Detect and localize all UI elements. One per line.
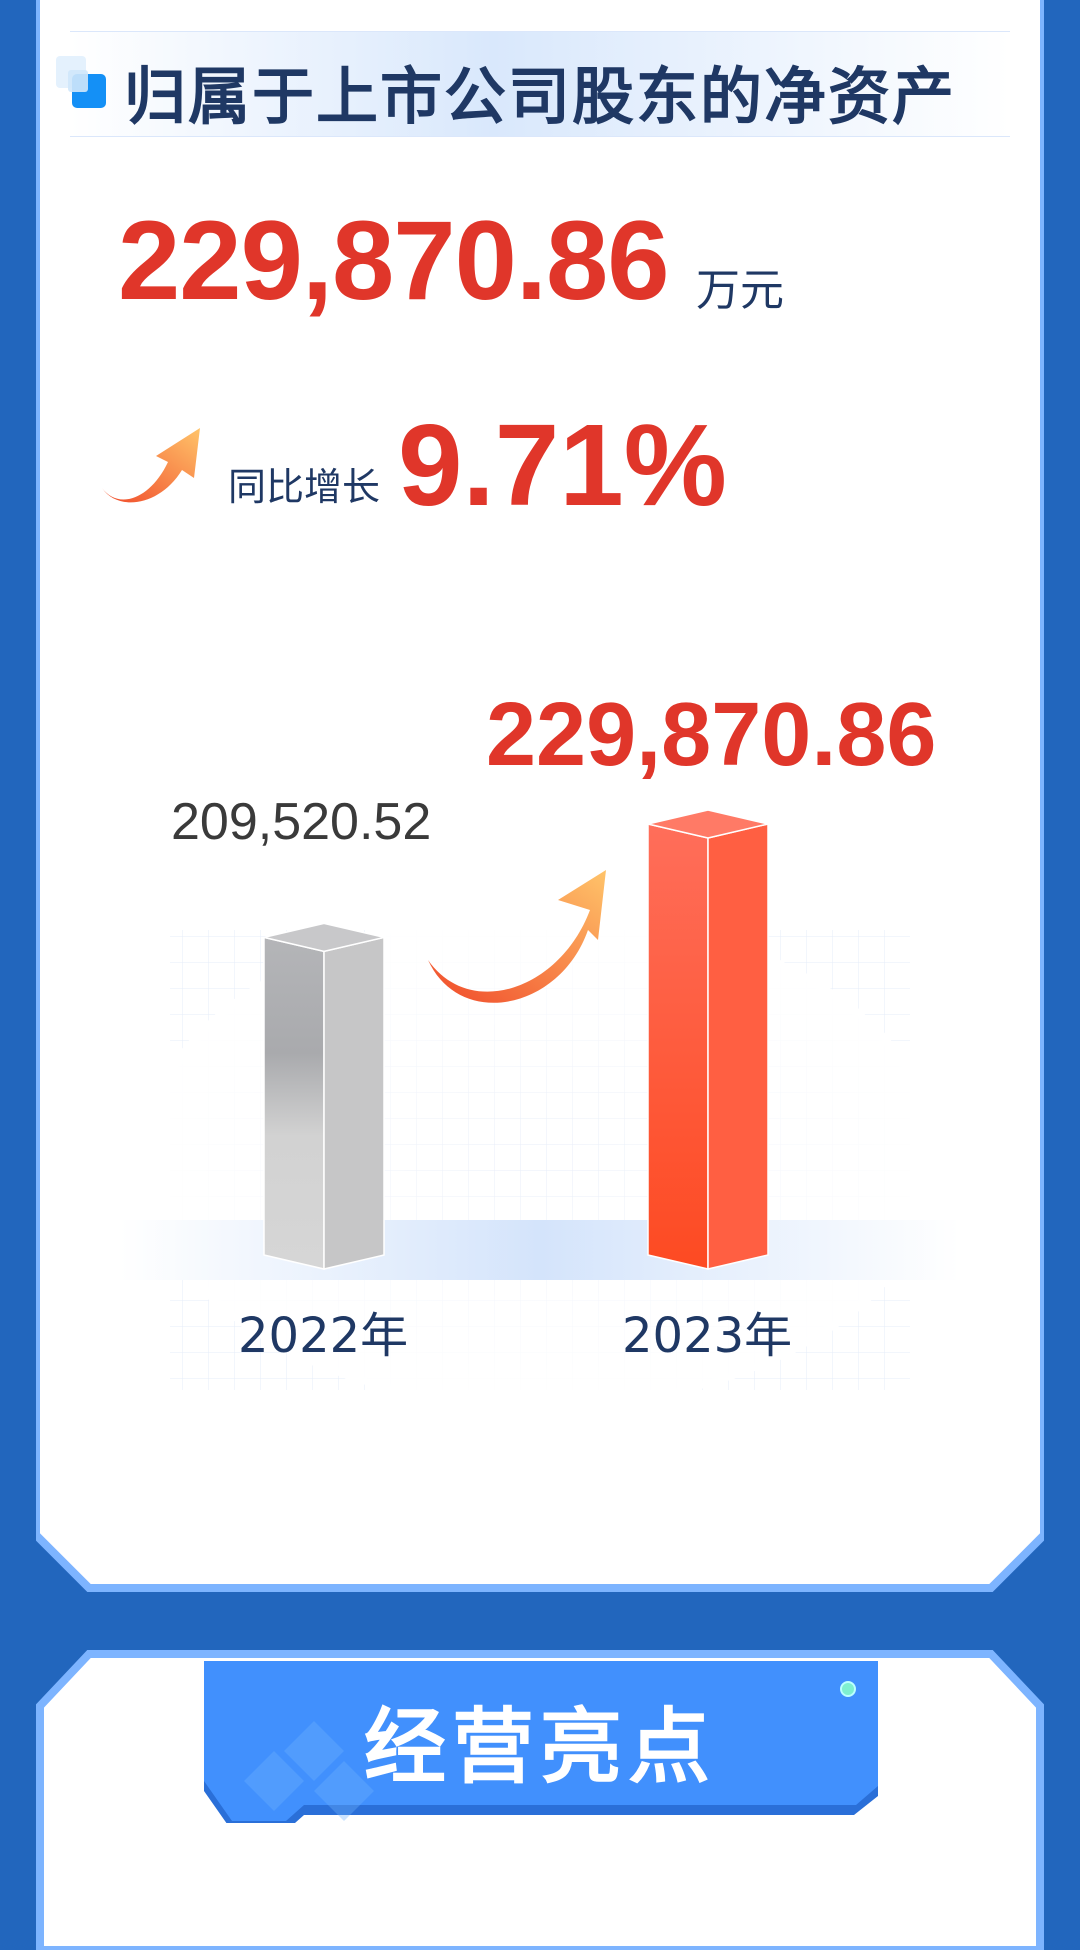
growth-arrow-icon-large: [428, 870, 606, 1003]
bar-top-2022年: [263, 922, 385, 953]
bar-2023年: [647, 823, 709, 1270]
growth-arrow-icon: [102, 428, 200, 503]
bar-side-2022年: [323, 936, 385, 1270]
highlights-banner: [204, 1661, 878, 1823]
bar-value-label-2022: 209,520.52: [171, 793, 432, 851]
x-tick-label-2023: 2023年: [622, 1308, 793, 1364]
yoy-label: 同比增长: [228, 465, 381, 509]
bar-side-2023年: [707, 823, 769, 1270]
unit-label: 万元: [696, 265, 784, 316]
section-title: 归属于上市公司股东的净资产: [124, 60, 957, 133]
bar-value-label-2023: 229,870.86: [486, 685, 937, 785]
yoy-value: 9.71%: [398, 400, 727, 530]
x-tick-label-2022: 2022年: [238, 1308, 409, 1364]
bar-2022年: [263, 936, 325, 1270]
bar-top-2023年: [647, 809, 769, 839]
title-band: [70, 31, 1010, 137]
net-assets-value: 229,870.86: [118, 198, 670, 323]
highlights-title: 经营亮点: [364, 1700, 717, 1795]
bar-chart: [120, 809, 960, 1410]
title-cube-icon: [56, 56, 106, 108]
